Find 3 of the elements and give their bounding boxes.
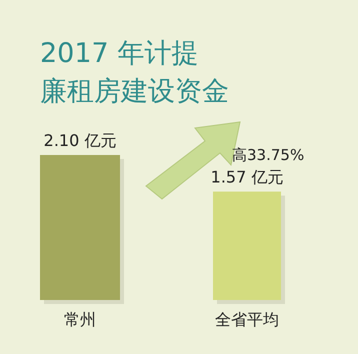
annotation: 高33.75% (232, 146, 304, 164)
subtitle: 廉租房建设资金 (40, 76, 229, 107)
title: 2017 年计提 (40, 38, 198, 69)
